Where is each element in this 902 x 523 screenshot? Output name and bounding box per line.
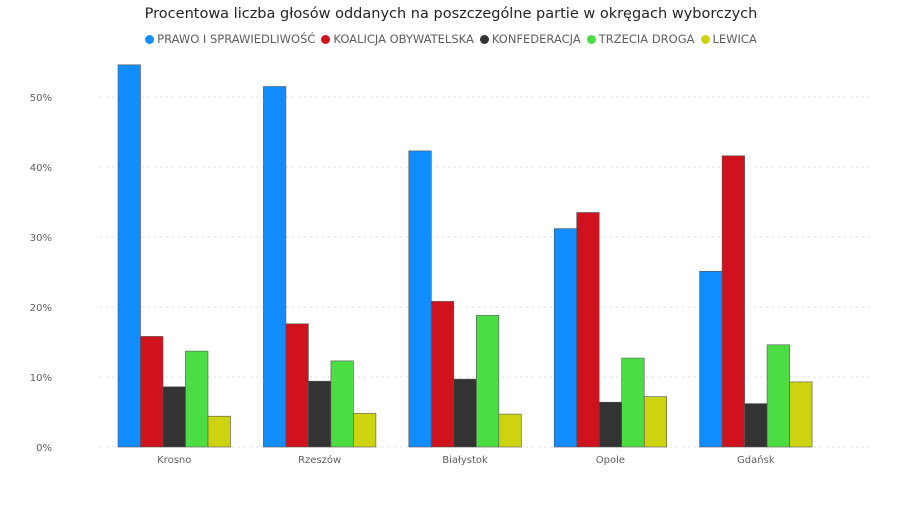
bar[interactable] xyxy=(308,380,332,448)
legend-item[interactable]: KONFEDERACJA xyxy=(479,32,581,46)
y-tick-label: 40% xyxy=(30,163,52,174)
bar[interactable] xyxy=(117,64,141,448)
y-tick-label: 20% xyxy=(30,303,52,314)
bar[interactable] xyxy=(285,323,309,448)
legend-marker xyxy=(700,34,710,44)
chart-title: Procentowa liczba głosów oddanych na pos… xyxy=(144,6,758,22)
bar[interactable] xyxy=(553,228,578,448)
bar[interactable] xyxy=(699,270,723,448)
bar[interactable] xyxy=(721,155,745,448)
bar[interactable] xyxy=(766,344,790,448)
bar[interactable] xyxy=(598,401,623,448)
y-tick-label: 0% xyxy=(36,443,52,454)
legend-marker xyxy=(321,34,331,44)
bar[interactable] xyxy=(744,403,768,448)
legend-item[interactable]: LEWICA xyxy=(700,32,757,46)
bar[interactable] xyxy=(353,413,377,448)
x-tick-label: Gdańsk xyxy=(737,454,775,466)
legend-label: TRZECIA DROGA xyxy=(598,32,695,46)
legend-marker xyxy=(145,34,155,44)
legend-label: KONFEDERACJA xyxy=(491,32,581,46)
y-tick-label: 10% xyxy=(30,373,52,384)
legend-label: LEWICA xyxy=(712,32,757,46)
legend-marker xyxy=(479,34,489,44)
bar[interactable] xyxy=(185,350,209,448)
legend-label: KOALICJA OBYWATELSKA xyxy=(333,32,474,46)
x-tick-label: Białystok xyxy=(442,455,488,466)
x-tick-label: Krosno xyxy=(157,455,191,466)
legend-item[interactable]: TRZECIA DROGA xyxy=(586,32,695,46)
bar[interactable] xyxy=(498,413,522,448)
bar[interactable] xyxy=(140,336,164,448)
bar[interactable] xyxy=(162,386,186,448)
bar[interactable] xyxy=(643,396,668,448)
x-tick-label: Rzeszów xyxy=(298,454,341,466)
y-tick-label: 30% xyxy=(30,233,52,244)
y-tick-label: 50% xyxy=(30,93,52,104)
bar[interactable] xyxy=(789,381,813,448)
bar[interactable] xyxy=(207,415,231,448)
legend-label: PRAWO I SPRAWIEDLIWOŚĆ xyxy=(157,32,316,46)
legend-item[interactable]: PRAWO I SPRAWIEDLIWOŚĆ xyxy=(145,32,315,46)
bar[interactable] xyxy=(576,212,600,448)
bar[interactable] xyxy=(475,315,500,448)
bar[interactable] xyxy=(330,360,354,448)
bar[interactable] xyxy=(263,86,287,448)
bar[interactable] xyxy=(408,150,432,448)
bar[interactable] xyxy=(621,357,645,448)
x-tick-label: Opole xyxy=(596,455,625,466)
bar[interactable] xyxy=(453,378,477,448)
legend-marker xyxy=(586,34,596,44)
bar[interactable] xyxy=(430,301,455,448)
legend-item[interactable]: KOALICJA OBYWATELSKA xyxy=(321,32,474,46)
legend: PRAWO I SPRAWIEDLIWOŚĆ KOALICJA OBYWATELS… xyxy=(0,32,902,46)
